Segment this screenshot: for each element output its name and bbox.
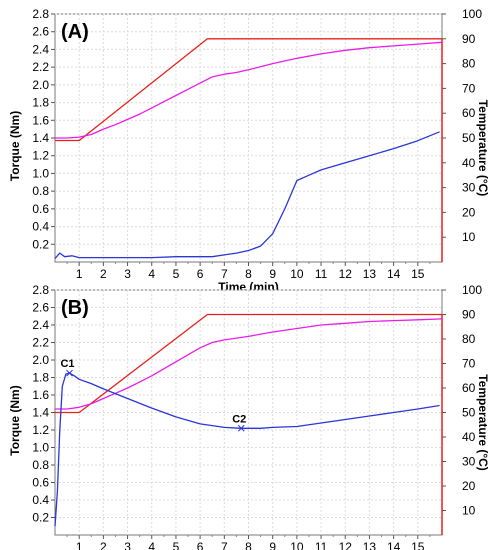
y-left-tick-label: 2.4 [32,318,49,332]
x-tick-label: 3 [124,540,131,550]
y-right-tick-label: 90 [462,32,476,46]
y-right-tick-label: 30 [462,181,476,195]
y-left-tick-label: 1.4 [32,131,49,145]
y-left-tick-label: 0.8 [32,458,49,472]
y-left-tick-label: 0.8 [32,184,49,198]
panel-label: (A) [61,21,89,43]
x-tick-label: 1 [76,540,83,550]
y-right-tick-label: 70 [462,81,476,95]
y-right-tick-label: 40 [462,430,476,444]
y-left-tick-label: 2.8 [32,283,49,297]
y-left-tick-label: 1.8 [32,371,49,385]
x-tick-label: 15 [411,540,425,550]
x-tick-label: 9 [269,540,276,550]
y-right-tick-label: 60 [462,381,476,395]
y-right-tick-label: 70 [462,357,476,371]
y-left-tick-label: 2.6 [32,25,49,39]
series-line-1 [55,38,442,142]
y-left-tick-label: 1.6 [32,113,49,127]
y-right-tick-label: 100 [462,7,482,21]
y-right-tick-label: 90 [462,308,476,322]
y-right-tick-label: 50 [462,406,476,420]
y-right-axis-label: Temperature (°C) [476,100,490,197]
annotation-marker [237,424,245,432]
y-right-tick-label: 20 [462,205,476,219]
y-left-tick-label: 1.2 [32,149,49,163]
y-right-tick-label: 60 [462,106,476,120]
y-right-tick-label: 100 [462,283,482,297]
y-left-tick-label: 1.0 [32,441,49,455]
series-line-2 [55,41,443,139]
y-left-tick-label: 2.6 [32,301,49,315]
x-tick-label: 7 [221,267,228,281]
y-left-tick-label: 1.2 [32,423,49,437]
y-left-axis-label: Torque (Nm) [8,385,22,455]
x-tick-label: 8 [245,540,252,550]
x-tick-label: 6 [197,267,204,281]
series-line-3 [54,131,440,259]
y-left-tick-label: 1.6 [32,388,49,402]
y-left-tick-label: 0.4 [32,493,49,507]
x-tick-label: 9 [269,267,276,281]
x-tick-label: 13 [363,267,377,281]
series-line-3 [54,372,440,527]
y-right-tick-label: 10 [462,504,476,518]
x-tick-label: 4 [148,267,155,281]
y-right-tick-label: 40 [462,156,476,170]
panel-label: (B) [61,297,89,319]
x-tick-label: 11 [315,267,328,281]
y-left-tick-label: 0.2 [32,237,49,251]
x-tick-label: 5 [173,540,180,550]
y-right-tick-label: 10 [462,230,476,244]
y-left-tick-label: 1.8 [32,96,49,110]
x-tick-label: 13 [363,540,377,550]
y-right-axis-label: Temperature (°C) [476,374,490,471]
y-left-tick-label: 0.6 [32,476,49,490]
y-left-tick-label: 0.6 [32,202,49,216]
x-tick-label: 4 [148,540,155,550]
y-right-tick-label: 20 [462,479,476,493]
y-right-tick-label: 50 [462,131,476,145]
chart-panel-2: 1 2 3 4 5 6 7 8 9 10 11 12 13 14 150.20.40.60.81.01.21… [8,283,490,550]
y-right-tick-label: 30 [462,455,476,469]
y-left-tick-label: 1.0 [32,166,49,180]
y-left-tick-label: 2.4 [32,42,49,56]
y-left-axis-label: Torque (Nm) [8,111,22,181]
x-tick-label: 15 [411,267,425,281]
x-tick-label: 1 [76,267,83,281]
y-left-tick-label: 2.2 [32,336,49,350]
x-tick-label: 10 [290,267,304,281]
y-left-tick-label: 0.2 [32,511,49,525]
x-tick-label: 14 [387,540,401,550]
x-tick-label: 10 [290,540,304,550]
x-tick-label: 2 [100,540,107,550]
y-left-tick-label: 2.2 [32,60,49,74]
annotation-label: C2 [232,413,246,425]
x-tick-label: 12 [339,267,353,281]
chart-panel-1: 1 2 3 4 5 6 7 8 9 10 11 12 13 14 150.20.40.60.81.01.21… [8,7,490,294]
annotation-label: C1 [60,358,74,370]
x-tick-label: 3 [124,267,131,281]
y-left-tick-label: 2.8 [32,7,49,21]
y-left-tick-label: 1.4 [32,406,49,420]
x-tick-label: 12 [339,540,353,550]
y-right-tick-label: 80 [462,332,476,346]
x-tick-label: 2 [100,267,107,281]
x-tick-label: 14 [387,267,401,281]
y-right-tick-label: 80 [462,57,476,71]
annotation-marker [66,369,73,377]
x-tick-label: 8 [245,267,252,281]
series-line-1 [55,313,442,414]
y-left-tick-label: 2.0 [32,78,49,92]
x-tick-label: 7 [221,540,228,550]
series-line-2 [55,318,443,410]
y-left-tick-label: 0.4 [32,220,49,234]
x-tick-label: 11 [315,540,328,550]
y-left-tick-label: 2.0 [32,353,49,367]
x-tick-label: 5 [173,267,180,281]
x-tick-label: 6 [197,540,204,550]
